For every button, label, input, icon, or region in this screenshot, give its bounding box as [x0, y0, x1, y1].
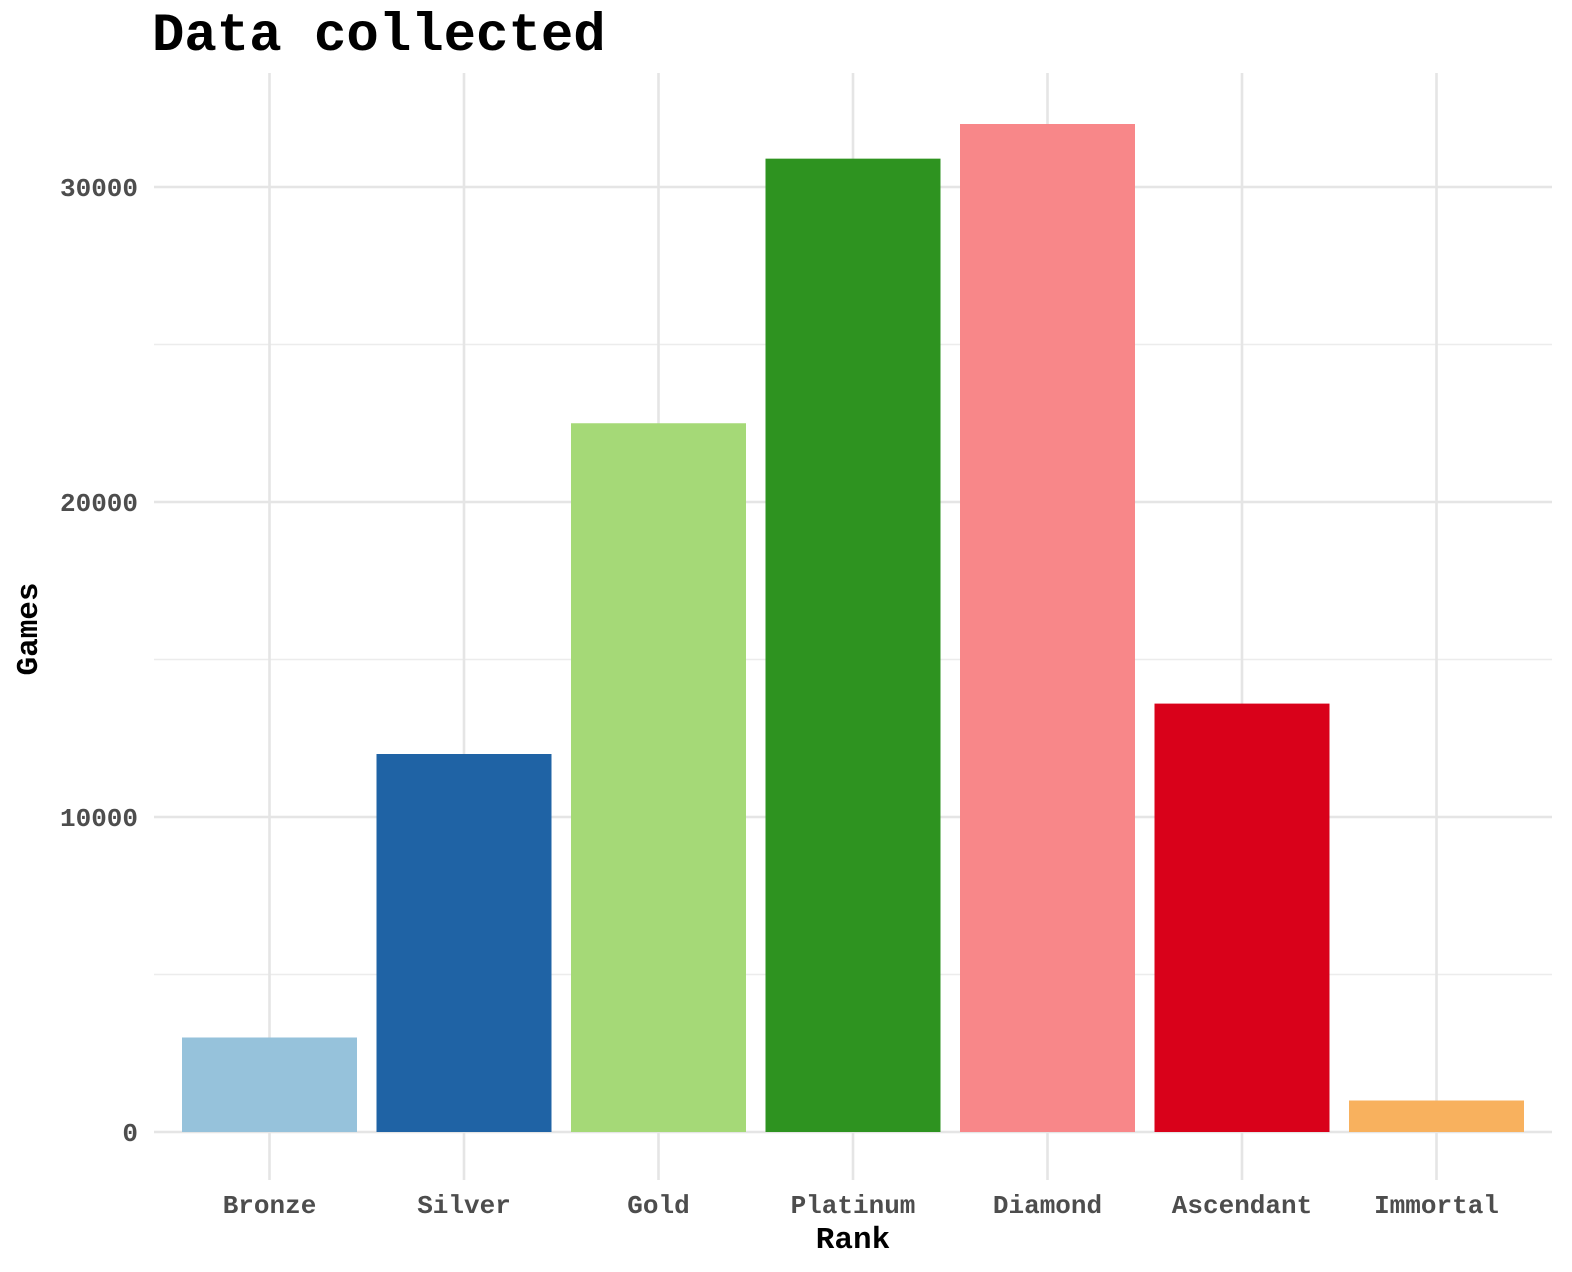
bar-gold [571, 423, 746, 1132]
x-tick-label: Ascendant [1172, 1191, 1312, 1221]
bar-immortal [1349, 1100, 1524, 1132]
x-tick-label: Gold [627, 1191, 689, 1221]
y-axis-title: Games [12, 582, 47, 675]
y-tick-label: 20000 [60, 489, 138, 519]
y-axis-ticks: 0 10000 20000 30000 [60, 174, 138, 1149]
y-tick-label: 0 [122, 1119, 138, 1149]
x-tick-label: Diamond [993, 1191, 1102, 1221]
x-tick-label: Silver [417, 1191, 511, 1221]
bar-ascendant [1154, 703, 1330, 1132]
chart-title: Data collected [152, 6, 606, 67]
bar-diamond [960, 124, 1135, 1132]
bar-platinum [765, 158, 941, 1132]
bars [182, 124, 1524, 1132]
y-tick-label: 10000 [60, 804, 138, 834]
x-tick-label: Platinum [791, 1191, 916, 1221]
x-axis-title: Rank [816, 1223, 890, 1258]
x-tick-label: Immortal [1374, 1191, 1499, 1221]
y-tick-label: 30000 [60, 174, 138, 204]
bar-silver [376, 754, 552, 1132]
bar-bronze [182, 1037, 357, 1132]
x-tick-label: Bronze [223, 1191, 317, 1221]
x-axis-ticks: Bronze Silver Gold Platinum Diamond Ascendant… [223, 1191, 1499, 1221]
